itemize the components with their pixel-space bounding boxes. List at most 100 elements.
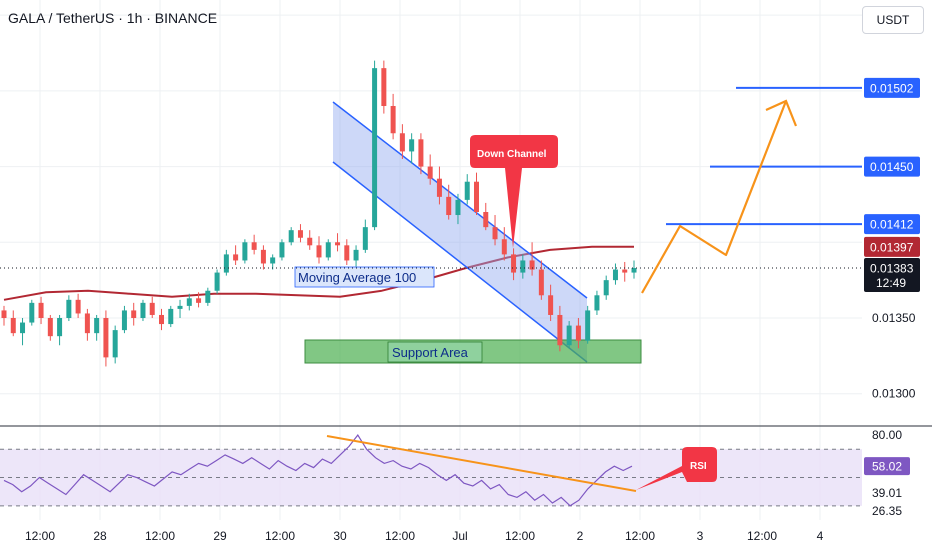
candle-body bbox=[474, 181, 479, 212]
rsi-panel: RSI bbox=[0, 434, 862, 507]
candle-body bbox=[538, 269, 544, 296]
candle-body bbox=[427, 166, 433, 179]
time-axis-tick: 12:00 bbox=[505, 529, 535, 543]
candle-countdown: 12:49 bbox=[876, 276, 906, 290]
time-axis-tick: 12:00 bbox=[145, 529, 175, 543]
projection-arrowhead bbox=[765, 99, 798, 127]
horizontal-levels bbox=[0, 86, 862, 269]
rsi-axis-tick: 39.01 bbox=[872, 486, 902, 500]
candle-body bbox=[446, 196, 452, 216]
rsi-line bbox=[3, 434, 633, 507]
time-axis-tick: 2 bbox=[577, 529, 584, 543]
projection-path bbox=[641, 100, 788, 294]
candle-body bbox=[557, 314, 563, 346]
candle-body bbox=[84, 313, 90, 334]
candle-body bbox=[131, 310, 137, 318]
candle-body bbox=[223, 254, 229, 273]
time-axis: 12:00 28 12:00 29 12:00 30 12:00 Jul 12:00 2 12:00… bbox=[25, 529, 824, 543]
candle-body bbox=[177, 305, 183, 309]
time-axis-tick: 12:00 bbox=[625, 529, 655, 543]
support-label: Support Area bbox=[392, 345, 469, 360]
candle-body bbox=[529, 260, 535, 270]
rsi-current-tag bbox=[864, 457, 910, 476]
candle-body bbox=[353, 249, 359, 261]
support-label-box bbox=[387, 341, 483, 363]
candle-body bbox=[501, 239, 507, 255]
candle-body bbox=[121, 310, 127, 331]
candle-body bbox=[409, 139, 415, 152]
candle-body bbox=[242, 242, 248, 261]
candle-body bbox=[492, 227, 498, 240]
candle-body bbox=[38, 302, 44, 318]
candle-body bbox=[288, 230, 294, 243]
candle-body bbox=[511, 254, 517, 273]
grid bbox=[0, 0, 932, 520]
candle-body bbox=[57, 318, 63, 337]
candle-body bbox=[436, 178, 442, 197]
ma-label: Moving Average 100 bbox=[298, 270, 416, 285]
candle-body bbox=[270, 257, 276, 264]
candle-body bbox=[168, 308, 174, 325]
ma-label-box bbox=[294, 266, 435, 288]
candle-body bbox=[548, 295, 554, 315]
candle-body bbox=[575, 325, 581, 341]
candle-body bbox=[325, 242, 331, 258]
level-tag-text: 0.01502 bbox=[870, 81, 914, 95]
price-axis-tick: 0.01300 bbox=[872, 387, 916, 401]
candle-body bbox=[335, 242, 341, 246]
last-price-tag bbox=[864, 258, 920, 293]
candle-body bbox=[483, 212, 489, 228]
candle-body bbox=[418, 139, 424, 167]
level-tag-0.01502 bbox=[864, 77, 920, 98]
rsi-band bbox=[0, 449, 862, 506]
candle-body bbox=[260, 249, 266, 264]
candle-body bbox=[196, 298, 202, 303]
currency-button[interactable]: USDT bbox=[862, 6, 924, 34]
down-channel-callout bbox=[470, 135, 558, 248]
candle-body bbox=[186, 298, 192, 306]
symbol-title[interactable]: GALA / TetherUS · 1h · BINANCE bbox=[8, 10, 218, 26]
candle-body bbox=[594, 295, 600, 311]
candle-body bbox=[316, 245, 322, 258]
candle-body bbox=[381, 68, 387, 106]
time-axis-tick: 12:00 bbox=[747, 529, 777, 543]
candle-body bbox=[159, 314, 164, 325]
candle-body bbox=[47, 318, 53, 337]
candles bbox=[1, 60, 637, 367]
candle-body bbox=[344, 245, 350, 261]
down-channel-label: Down Channel bbox=[477, 149, 547, 160]
level-tag-0.01412 bbox=[864, 214, 920, 235]
time-axis-tick: Jul bbox=[452, 529, 467, 543]
rsi-divergence-line bbox=[326, 435, 637, 492]
candle-body bbox=[279, 242, 285, 258]
price-axis-tick: 0.01350 bbox=[872, 311, 916, 325]
candle-body bbox=[455, 199, 461, 216]
time-axis-tick: 4 bbox=[817, 529, 824, 543]
candle-body bbox=[94, 318, 100, 334]
candle-body bbox=[585, 310, 591, 341]
level-tag-text: 0.01450 bbox=[870, 160, 914, 174]
candle-body bbox=[631, 268, 637, 273]
candle-body bbox=[399, 133, 405, 152]
channel-fill bbox=[333, 102, 587, 362]
candle-body bbox=[75, 299, 81, 314]
rsi-callout-label: RSI bbox=[690, 461, 707, 472]
candle-body bbox=[112, 330, 118, 358]
time-axis-tick: 29 bbox=[213, 529, 227, 543]
candle-body bbox=[603, 280, 609, 296]
time-axis-tick: 12:00 bbox=[265, 529, 295, 543]
candle-body bbox=[103, 318, 109, 358]
candle-body bbox=[233, 254, 239, 261]
time-axis-tick: 30 bbox=[333, 529, 347, 543]
candle-body bbox=[66, 299, 72, 318]
candle-body bbox=[520, 260, 526, 273]
candle-body bbox=[214, 272, 220, 291]
candle-body bbox=[372, 68, 378, 228]
candle-body bbox=[10, 318, 16, 334]
rsi-axis-tick: 80.00 bbox=[872, 428, 902, 442]
time-axis-tick: 28 bbox=[93, 529, 107, 543]
rsi-axis-tick: 26.35 bbox=[872, 504, 902, 518]
price-projection bbox=[641, 99, 798, 294]
rsi-current-tag-text: 58.02 bbox=[872, 460, 902, 474]
